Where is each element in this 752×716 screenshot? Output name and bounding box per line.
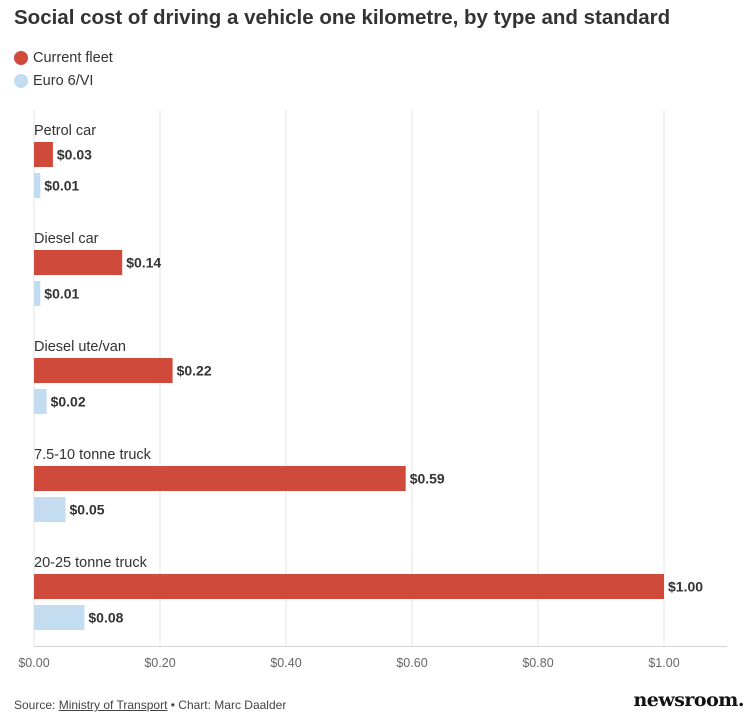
value-label-euro6-4: $0.08 (88, 610, 123, 626)
value-label-current-fleet-3: $0.59 (410, 471, 445, 487)
value-label-euro6-2: $0.02 (51, 394, 86, 410)
category-label-0: Petrol car (34, 123, 96, 139)
bar-current-fleet-1 (34, 250, 123, 275)
legend: Current fleet Euro 6/VI (14, 46, 113, 92)
bar-current-fleet-2 (34, 358, 173, 383)
source-link[interactable]: Ministry of Transport (58, 698, 168, 712)
category-label-1: Diesel car (34, 231, 99, 247)
source-prefix: Source: (14, 698, 59, 712)
bar-chart: $0.00 $0.20 $0.40 $0.60 $0.80 $1.00 Petrol car… (18, 110, 727, 670)
x-tick-label-0: $0.00 (18, 656, 49, 670)
bar-euro6-0 (34, 173, 41, 198)
legend-label-euro6: Euro 6/VI (33, 72, 94, 89)
value-label-current-fleet-4: $1.00 (668, 579, 703, 595)
chart-credit: • Chart: Marc Daalder (167, 698, 287, 712)
legend-item-euro6: Euro 6/VI (14, 69, 113, 92)
footer: Source: Ministry of Transport • Chart: M… (14, 698, 286, 712)
category-label-4: 20-25 tonne truck (34, 555, 148, 571)
legend-swatch-current-fleet (14, 50, 28, 65)
legend-label-current-fleet: Current fleet (33, 49, 113, 66)
value-label-current-fleet-1: $0.14 (126, 255, 161, 271)
legend-swatch-euro6 (14, 73, 28, 88)
value-label-euro6-1: $0.01 (44, 286, 79, 302)
value-label-euro6-3: $0.05 (70, 502, 105, 518)
bar-current-fleet-3 (34, 466, 406, 491)
x-tick-label-2: $0.40 (270, 656, 301, 670)
value-label-current-fleet-2: $0.22 (177, 363, 212, 379)
category-label-2: Diesel ute/van (34, 339, 126, 355)
value-label-current-fleet-0: $0.03 (57, 147, 92, 163)
x-tick-label-3: $0.60 (396, 656, 427, 670)
bar-euro6-3 (34, 497, 66, 522)
x-tick-label-1: $0.20 (144, 656, 175, 670)
bar-current-fleet-0 (34, 142, 53, 167)
chart-title: Social cost of driving a vehicle one kil… (14, 6, 671, 29)
bar-euro6-4 (34, 605, 85, 630)
value-label-euro6-0: $0.01 (44, 178, 79, 194)
x-tick-label-5: $1.00 (648, 656, 679, 670)
bar-euro6-2 (34, 389, 47, 414)
bar-euro6-1 (34, 281, 41, 306)
newsroom-logo: newsroom. (633, 689, 744, 711)
legend-item-current-fleet: Current fleet (14, 46, 113, 69)
bar-current-fleet-4 (34, 574, 664, 599)
x-tick-label-4: $0.80 (522, 656, 553, 670)
category-label-3: 7.5-10 tonne truck (34, 447, 152, 463)
